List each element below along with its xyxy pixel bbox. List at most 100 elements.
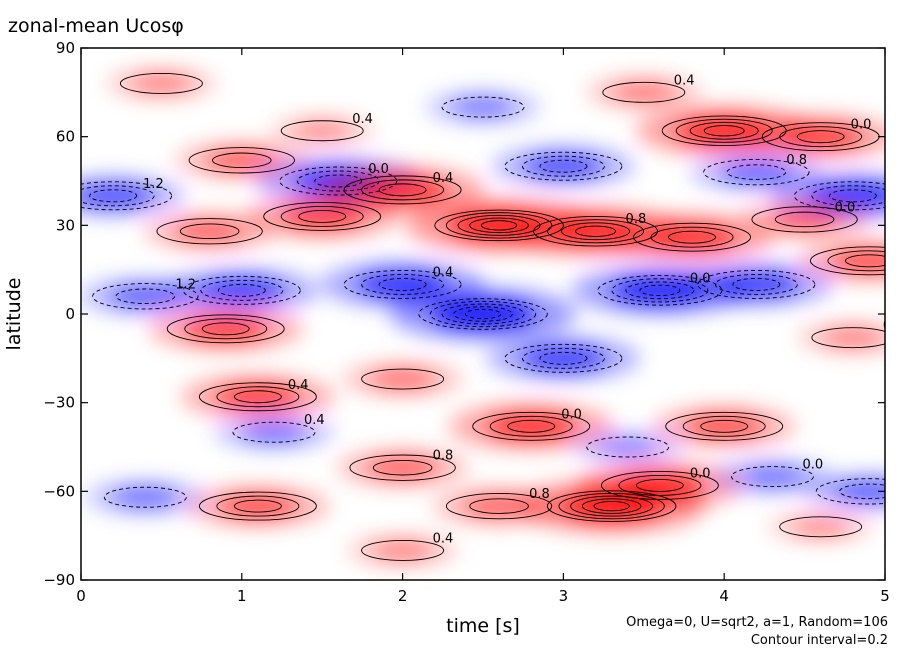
contour-line (668, 230, 716, 244)
contour-line (751, 206, 858, 233)
contour-line (115, 288, 176, 305)
field-blob-core (685, 414, 764, 438)
contour-line (182, 275, 301, 305)
field-blob-core (792, 518, 850, 536)
contour-line (343, 175, 462, 205)
contour-label: 0.8 (626, 212, 647, 227)
contour-label: 0.4 (288, 378, 309, 393)
contour-line (361, 368, 445, 390)
contour-line (469, 217, 529, 234)
field-blob-core (280, 203, 365, 229)
contour-line (201, 322, 250, 336)
contour-label: 0.4 (304, 413, 325, 428)
contour-line (314, 174, 363, 188)
field-blob-core (240, 422, 307, 443)
field-blob-core (739, 466, 806, 487)
contour-line (296, 170, 380, 192)
contour-line (521, 155, 605, 177)
contour-line (597, 275, 723, 306)
contour-line (809, 246, 885, 276)
contour-label: 0.8 (529, 487, 550, 502)
contour-line (361, 179, 445, 201)
contour-line (730, 466, 814, 488)
field-blob-core (357, 176, 448, 204)
contour-label: 0.0 (835, 200, 856, 215)
contour-line (441, 96, 525, 118)
contour-label: 0.4 (433, 531, 454, 546)
contour-line (839, 483, 885, 500)
y-axis-label: latitude (3, 278, 25, 351)
field-blob-core (778, 124, 863, 150)
contour-label: 0.0 (561, 407, 582, 422)
contour-line (188, 147, 295, 174)
contour-label: 0.8 (883, 319, 904, 334)
contour-line (217, 283, 266, 297)
contour-line (361, 539, 445, 561)
contour-line (635, 478, 684, 492)
contour-line (429, 300, 537, 328)
contour-line (570, 495, 654, 517)
contour-line (81, 185, 155, 207)
contour-label: 0.4 (674, 73, 695, 88)
field-blob-core (293, 122, 351, 140)
contour-line (561, 222, 631, 241)
contour-line (844, 254, 885, 268)
contour-line (200, 279, 284, 301)
contour-line (280, 120, 364, 142)
contour-line (232, 421, 316, 443)
contour-line (489, 415, 573, 437)
contour-label: 0.0 (690, 466, 711, 481)
field-blob-core (215, 384, 300, 410)
contour-line (714, 273, 798, 295)
contour-line (575, 225, 617, 237)
contour-line (602, 81, 686, 103)
contour-line (434, 209, 564, 242)
contour-line (600, 470, 719, 500)
contour-label: 0.0 (690, 271, 711, 286)
contour-line (378, 277, 427, 291)
contour-line (827, 250, 885, 272)
contour-line (633, 222, 751, 252)
contour-line (547, 219, 645, 244)
contour-label: 0.0 (802, 458, 823, 473)
contour-line (472, 411, 591, 441)
contour-line (103, 486, 187, 508)
contour-line (697, 269, 816, 299)
contour-line (618, 474, 702, 496)
y-tick-label: 0 (65, 305, 75, 323)
contour-line (650, 226, 734, 248)
contour-line (361, 273, 445, 295)
contour-line (343, 269, 462, 299)
contour-line (81, 181, 173, 211)
contour-line (216, 495, 300, 517)
contour-line (779, 126, 863, 148)
contour-line (504, 343, 623, 373)
field-blob-core (832, 480, 885, 503)
contour-line (625, 281, 695, 300)
contour-line (166, 314, 285, 344)
contour-line (89, 189, 138, 203)
field-blob-core (112, 487, 179, 508)
x-tick-label: 2 (398, 587, 408, 605)
contour-line (119, 73, 203, 94)
contour-line (732, 277, 781, 291)
x-tick-label: 3 (559, 587, 569, 605)
x-tick-label: 4 (719, 587, 729, 605)
field-blob-core (521, 345, 606, 371)
contour-line (593, 500, 630, 512)
contour-line (796, 130, 845, 144)
contour-line (774, 211, 835, 228)
contour-line (539, 351, 588, 365)
contour-line (581, 498, 642, 514)
y-tick-label: 90 (56, 39, 75, 57)
contour-label: 1.2 (175, 277, 196, 292)
field-blob-core (357, 271, 448, 298)
y-tick-label: −60 (43, 482, 75, 500)
contour-line (198, 382, 317, 412)
contour-line (445, 212, 553, 239)
contour-line (92, 283, 199, 310)
field-blob-core (81, 184, 153, 208)
contour-line (349, 454, 456, 481)
contour-line (457, 214, 541, 236)
